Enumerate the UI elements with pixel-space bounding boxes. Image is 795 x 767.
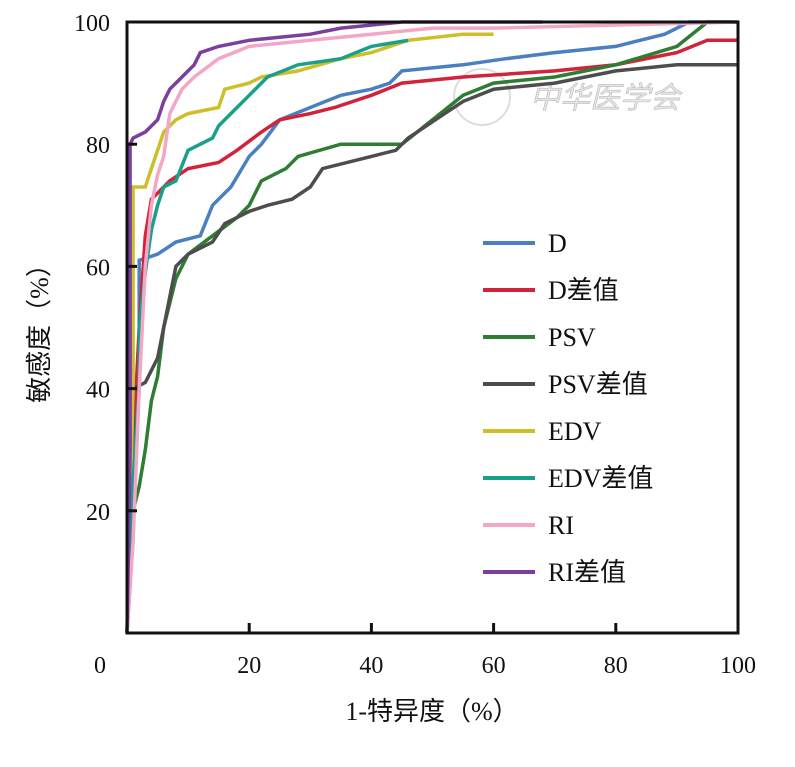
series-line-0 — [125, 20, 738, 634]
x-tick-label: 40 — [359, 653, 383, 679]
axis-ticks: 0 20 40 60 80 100 20 40 60 80 100 — [74, 11, 756, 679]
x-tick-label: 80 — [604, 653, 628, 679]
legend-label-3: PSV差值 — [548, 370, 648, 399]
x-axis-label: 1-特异度（%） — [345, 697, 518, 726]
legend-label-6: RI — [548, 511, 574, 540]
watermark-seal-icon — [453, 68, 511, 126]
legend-label-0: D — [548, 229, 567, 258]
legend-label-7: RI差值 — [548, 558, 626, 587]
legend-label-4: EDV — [548, 417, 602, 446]
x-tick-label: 60 — [482, 653, 506, 679]
y-tick-label: 20 — [86, 500, 110, 526]
x-tick-label: 100 — [720, 653, 756, 679]
x-tick-label: 20 — [237, 653, 261, 679]
legend-label-2: PSV — [548, 323, 596, 352]
series-line-4 — [125, 32, 494, 634]
series-line-5 — [125, 38, 409, 634]
y-tick-label: 80 — [86, 133, 110, 159]
watermark-text: 中华医学会 — [530, 82, 683, 115]
series-line-7 — [125, 20, 543, 634]
y-tick-label: 40 — [86, 378, 110, 404]
legend-label-1: D差值 — [548, 276, 619, 305]
series-lines — [125, 20, 739, 634]
legend: D D差值 PSV PSV差值 EDV EDV差值 RI RI差值 — [483, 229, 653, 587]
x-tick-label: 0 — [94, 653, 106, 679]
y-tick-label: 100 — [74, 11, 110, 37]
y-axis-label: 敏感度（%） — [25, 251, 54, 403]
series-line-3 — [125, 63, 738, 634]
plot-frame — [125, 20, 740, 635]
legend-label-5: EDV差值 — [548, 464, 653, 493]
series-line-6 — [125, 20, 739, 634]
series-line-2 — [125, 20, 738, 634]
y-tick-label: 60 — [86, 255, 110, 281]
series-line-1 — [125, 38, 738, 634]
